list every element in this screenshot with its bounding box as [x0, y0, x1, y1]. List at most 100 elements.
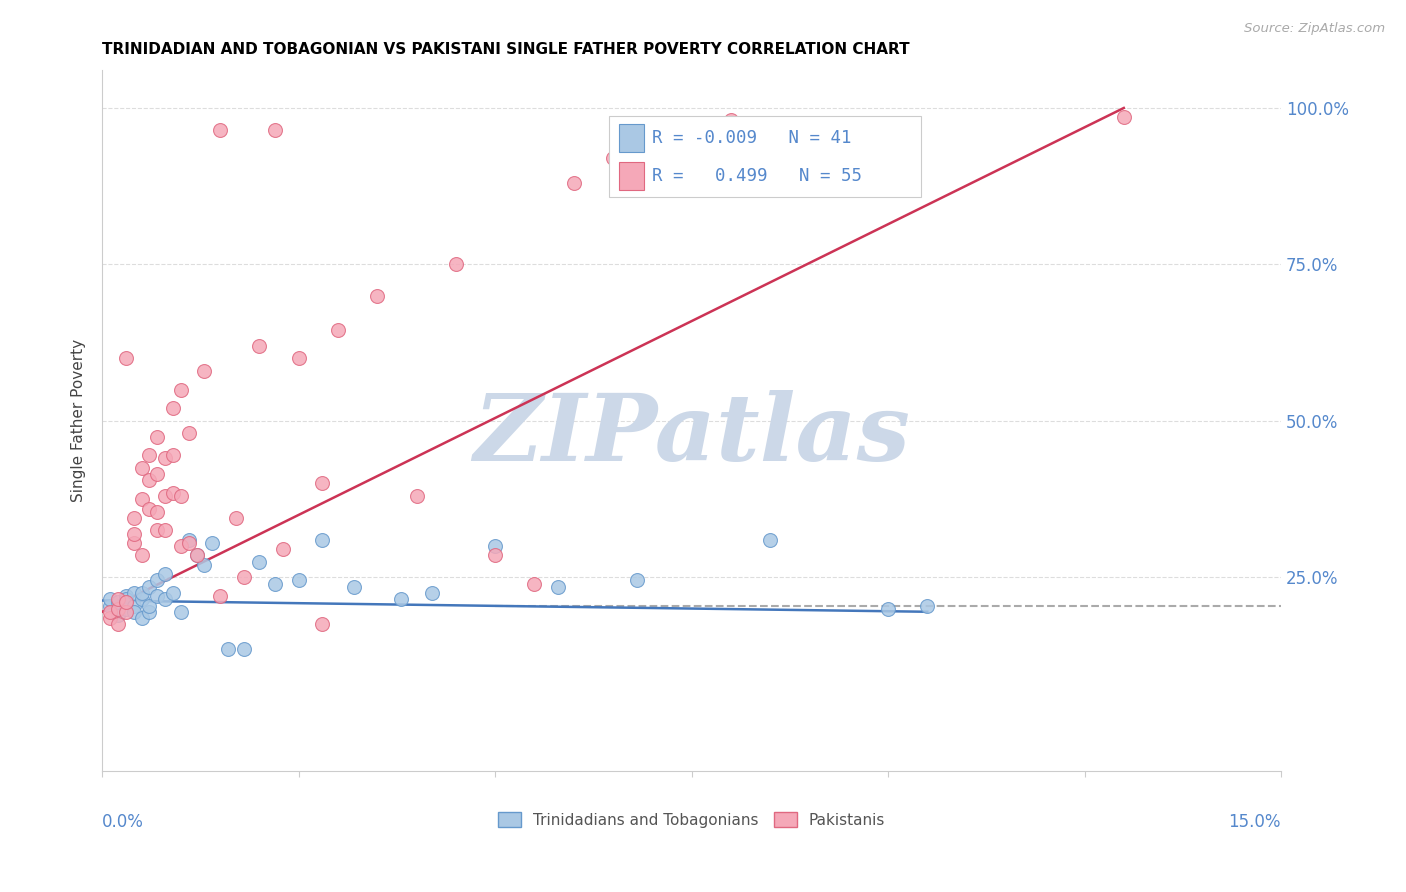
Point [225, 511, 247, 525]
Point [153, 451, 176, 466]
Point [131, 592, 153, 607]
Point [107, 617, 129, 632]
Point [626, 574, 648, 588]
Point [366, 289, 388, 303]
Point [193, 364, 215, 378]
Point [209, 589, 232, 603]
Point [444, 257, 467, 271]
Point [138, 599, 160, 613]
Point [114, 601, 136, 615]
Point [177, 426, 200, 441]
Y-axis label: Single Father Poverty: Single Father Poverty [72, 339, 86, 502]
Point [114, 595, 136, 609]
Point [547, 580, 569, 594]
Legend: Trinidadians and Tobagonians, Pakistanis: Trinidadians and Tobagonians, Pakistanis [492, 805, 891, 834]
Text: 15.0%: 15.0% [1229, 814, 1281, 831]
Point [170, 383, 193, 397]
Point [170, 605, 193, 619]
Point [114, 592, 136, 607]
Point [170, 489, 193, 503]
Point [389, 592, 412, 607]
Point [122, 511, 145, 525]
Point [107, 607, 129, 622]
Point [217, 642, 239, 657]
Point [153, 567, 176, 582]
Point [720, 113, 742, 128]
Point [484, 539, 506, 553]
Point [98, 592, 121, 607]
Point [153, 524, 176, 538]
Point [146, 505, 169, 519]
Point [602, 151, 624, 165]
Point [177, 533, 200, 547]
Point [177, 536, 200, 550]
Text: R =   0.499   N = 55: R = 0.499 N = 55 [651, 167, 862, 185]
Point [146, 589, 169, 603]
Point [114, 351, 136, 366]
Point [162, 401, 184, 416]
Point [122, 536, 145, 550]
Point [138, 474, 160, 488]
Point [122, 586, 145, 600]
Point [186, 549, 208, 563]
Point [146, 524, 169, 538]
Point [264, 576, 287, 591]
Point [114, 605, 136, 619]
Point [271, 542, 294, 557]
Point [562, 176, 585, 190]
Bar [619, 124, 644, 153]
Point [138, 501, 160, 516]
Point [917, 599, 939, 613]
Point [122, 605, 145, 619]
Point [146, 429, 169, 443]
Point [287, 351, 309, 366]
Point [131, 611, 153, 625]
Point [131, 586, 153, 600]
Point [484, 549, 506, 563]
Point [877, 601, 900, 615]
Point [186, 549, 208, 563]
Point [98, 611, 121, 625]
Text: TRINIDADIAN AND TOBAGONIAN VS PAKISTANI SINGLE FATHER POVERTY CORRELATION CHART: TRINIDADIAN AND TOBAGONIAN VS PAKISTANI … [103, 42, 910, 57]
Point [193, 558, 215, 572]
Point [162, 486, 184, 500]
Point [146, 574, 169, 588]
Point [523, 576, 546, 591]
Text: ZIPatlas: ZIPatlas [472, 390, 910, 480]
Point [420, 586, 443, 600]
Point [641, 132, 664, 146]
Point [311, 476, 333, 491]
Point [107, 601, 129, 615]
Text: Source: ZipAtlas.com: Source: ZipAtlas.com [1244, 22, 1385, 36]
Bar [619, 162, 644, 190]
Point [264, 123, 287, 137]
Point [98, 599, 121, 613]
Point [247, 339, 270, 353]
Point [107, 595, 129, 609]
Point [343, 580, 366, 594]
Point [247, 555, 270, 569]
Point [98, 605, 121, 619]
Point [759, 533, 782, 547]
Point [138, 605, 160, 619]
Point [146, 467, 169, 481]
Point [311, 533, 333, 547]
Point [162, 448, 184, 462]
Point [311, 617, 333, 632]
Text: R = -0.009   N = 41: R = -0.009 N = 41 [651, 128, 851, 147]
Point [405, 489, 427, 503]
Point [170, 539, 193, 553]
Point [209, 123, 232, 137]
Point [153, 592, 176, 607]
Point [107, 592, 129, 607]
Point [122, 526, 145, 541]
Text: 0.0%: 0.0% [103, 814, 143, 831]
FancyBboxPatch shape [609, 116, 921, 196]
Point [232, 570, 254, 584]
Point [201, 536, 224, 550]
Point [326, 323, 349, 337]
Point [122, 599, 145, 613]
Point [153, 489, 176, 503]
Point [162, 586, 184, 600]
Point [131, 492, 153, 507]
